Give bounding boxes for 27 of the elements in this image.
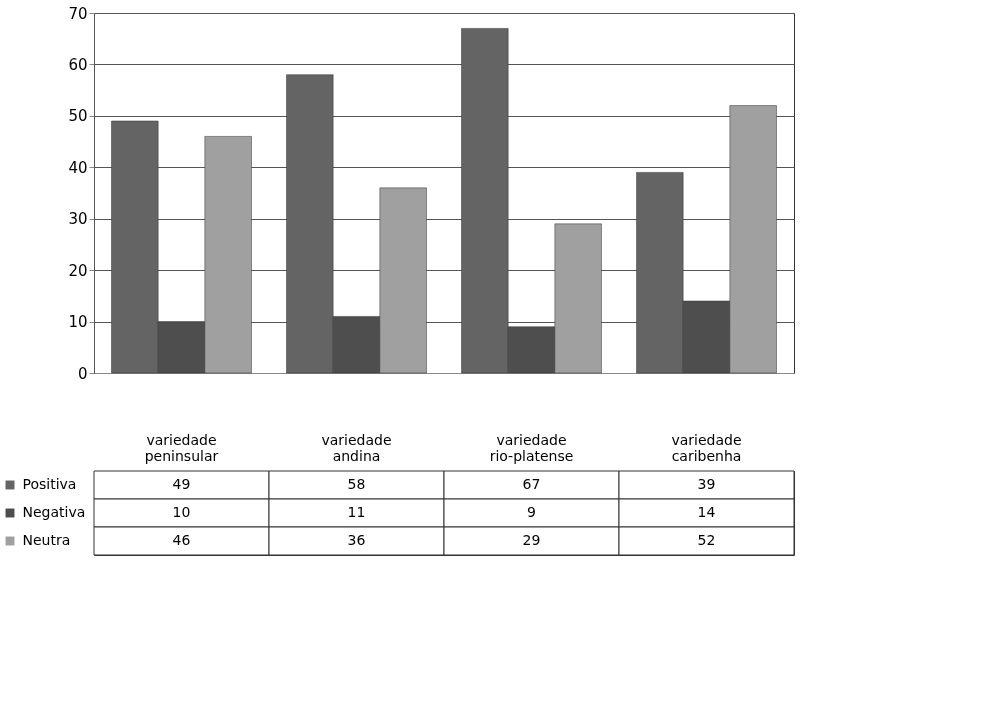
data-label: 14	[697, 504, 716, 520]
y-tick-label: 10	[68, 313, 88, 332]
x-tick-label: variedade andina	[321, 431, 392, 464]
data-label: 67	[522, 476, 541, 492]
y-tick-label: 70	[68, 4, 88, 23]
y-tick-label: 50	[68, 107, 88, 126]
data-label: 29	[522, 532, 541, 548]
data-label: 11	[347, 504, 366, 520]
legend-label: Positiva	[22, 476, 77, 492]
data-label: 46	[172, 532, 191, 548]
x-tick-label: variedade rio-platense	[489, 431, 574, 464]
y-tick-label: 60	[68, 55, 88, 74]
x-tick-label: variedade peninsular	[144, 431, 219, 464]
y-tick-label: 40	[68, 158, 88, 177]
y-tick-label: 30	[68, 210, 88, 229]
y-tick-label: 20	[68, 261, 88, 280]
legend-label: Negativa	[22, 504, 86, 520]
y-tick-label: 0	[77, 364, 88, 383]
data-label: 52	[697, 532, 716, 548]
data-label: 10	[172, 504, 191, 520]
data-label: 36	[347, 532, 366, 548]
data-label: 49	[172, 476, 191, 492]
x-tick-label: variedade caribenha	[671, 431, 742, 464]
data-label: 9	[527, 504, 536, 520]
data-label: 58	[347, 476, 366, 492]
legend-label: Neutra	[22, 532, 71, 548]
data-label: 39	[697, 476, 716, 492]
